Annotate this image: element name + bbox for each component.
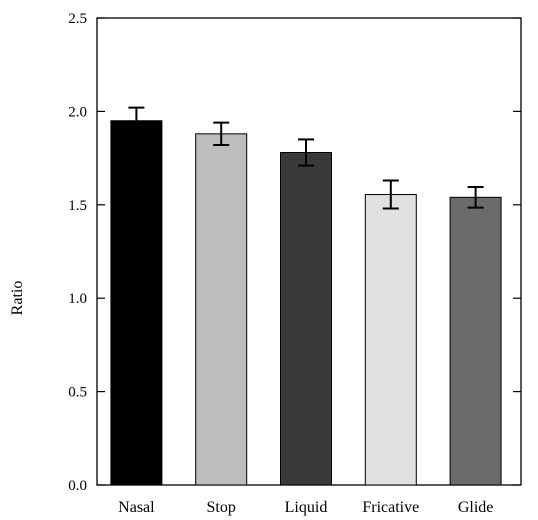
y-axis-ticks: 0.0 0.5 1.0 1.5 2.0 2.5 <box>68 11 521 494</box>
error-bar-fricative <box>382 179 399 210</box>
y-tick-label: 1.5 <box>68 198 87 214</box>
bars <box>110 120 502 486</box>
y-axis-label: Ratio <box>9 281 26 316</box>
y-tick-label: 0.5 <box>68 385 87 401</box>
y-tick-label: 0.0 <box>68 478 87 494</box>
y-tick-label: 2.0 <box>68 104 87 120</box>
x-tick-label: Stop <box>207 499 236 516</box>
error-bar-glide <box>467 186 484 209</box>
bar-nasal <box>110 120 163 486</box>
x-axis-tick-labels: Nasal Stop Liquid Fricative Glide <box>118 499 493 516</box>
x-tick-label: Fricative <box>362 499 419 516</box>
x-tick-label: Liquid <box>285 499 328 516</box>
bar-fricative <box>364 194 417 486</box>
error-bars <box>128 106 484 210</box>
bar-glide <box>449 196 502 486</box>
bar-stop <box>195 133 248 486</box>
bar-liquid <box>280 151 332 486</box>
y-tick-label: 2.5 <box>68 11 87 27</box>
error-bar-nasal <box>128 106 145 135</box>
x-tick-label: Glide <box>458 499 494 516</box>
error-bar-stop <box>213 121 230 147</box>
y-tick-label: 1.0 <box>68 291 87 307</box>
error-bar-liquid <box>298 138 314 167</box>
x-tick-label: Nasal <box>118 499 155 516</box>
